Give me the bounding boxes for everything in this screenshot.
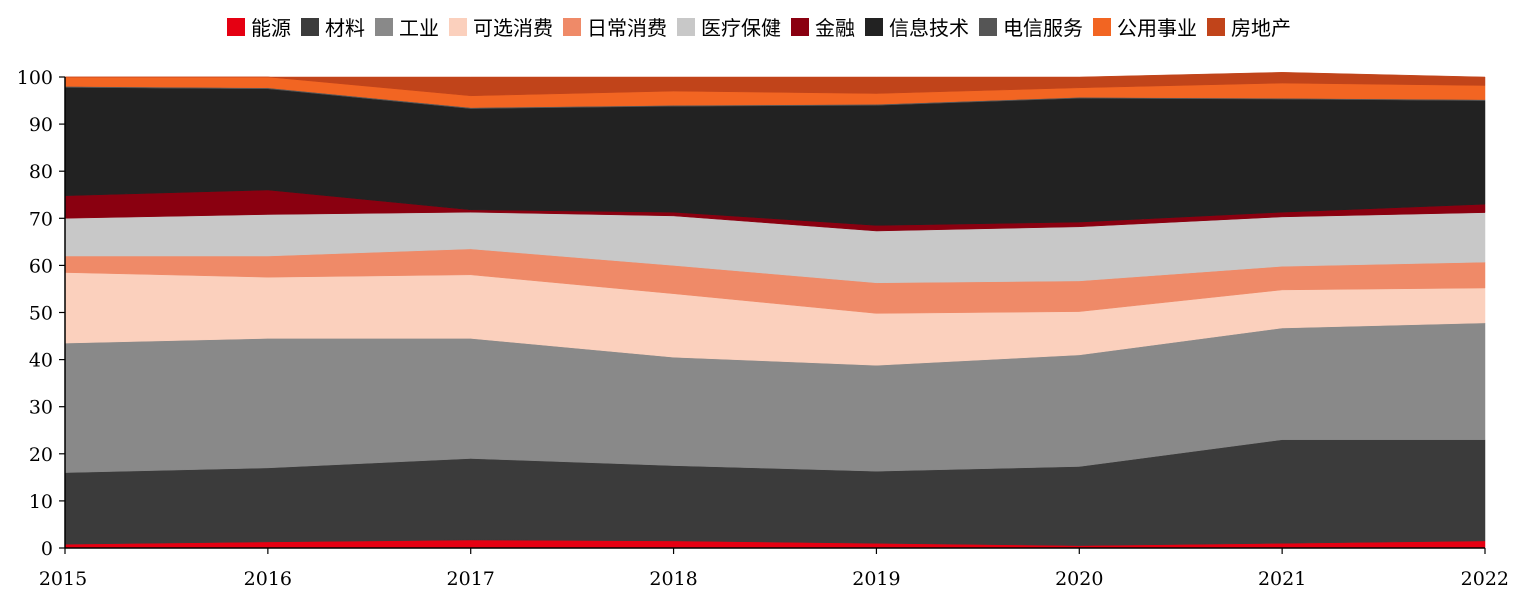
legend-swatch xyxy=(375,18,393,36)
legend-label: 能源 xyxy=(251,16,291,40)
legend: 能源 材料 工业 可选消费 日常消费 医疗保健 金融 信息技术 电信服务 公用事业 房地产 xyxy=(227,16,1291,40)
legend-swatch xyxy=(677,18,695,36)
legend-label: 日常消费 xyxy=(587,16,667,40)
legend-swatch xyxy=(449,18,467,36)
legend-swatch xyxy=(227,18,245,36)
y-tick-label: 90 xyxy=(29,114,53,136)
y-tick-label: 0 xyxy=(41,538,53,560)
x-tick-label: 2019 xyxy=(852,568,900,590)
legend-label: 材料 xyxy=(325,16,365,40)
legend-label: 房地产 xyxy=(1231,16,1291,40)
legend-label: 可选消费 xyxy=(473,16,553,40)
legend-label: 金融 xyxy=(815,16,855,40)
axes: 0 10 20 30 40 50 60 70 80 90 100 2015 2016 2017 2018 20… xyxy=(17,67,1509,590)
legend-swatch xyxy=(1093,18,1111,36)
y-tick-label: 70 xyxy=(29,208,53,230)
x-tick-label: 2016 xyxy=(244,568,292,590)
x-tick-label: 2018 xyxy=(649,568,697,590)
legend-swatch xyxy=(791,18,809,36)
y-tick-label: 100 xyxy=(17,67,53,89)
legend-label: 信息技术 xyxy=(889,16,969,40)
legend-label: 医疗保健 xyxy=(701,16,781,40)
x-tick-label: 2015 xyxy=(39,568,87,590)
y-tick-label: 30 xyxy=(29,397,53,419)
area-series-10 xyxy=(65,72,1486,97)
y-tick-label: 50 xyxy=(29,303,53,325)
legend-swatch xyxy=(1207,18,1225,36)
y-tick-label: 80 xyxy=(29,161,53,183)
legend-swatch xyxy=(301,18,319,36)
legend-label: 公用事业 xyxy=(1117,16,1197,40)
plot-areas xyxy=(64,72,1486,549)
legend-label: 电信服务 xyxy=(1003,16,1083,40)
x-tick-label: 2022 xyxy=(1461,568,1509,590)
legend-swatch xyxy=(979,18,997,36)
x-tick-label: 2021 xyxy=(1258,568,1306,590)
x-tick-label: 2017 xyxy=(447,568,495,590)
y-tick-label: 10 xyxy=(29,491,53,513)
y-tick-label: 40 xyxy=(29,350,53,372)
y-tick-label: 60 xyxy=(29,255,53,277)
x-tick-label: 2020 xyxy=(1055,568,1103,590)
legend-swatch xyxy=(865,18,883,36)
legend-swatch xyxy=(563,18,581,36)
y-tick-label: 20 xyxy=(29,444,53,466)
legend-label: 工业 xyxy=(399,16,439,40)
